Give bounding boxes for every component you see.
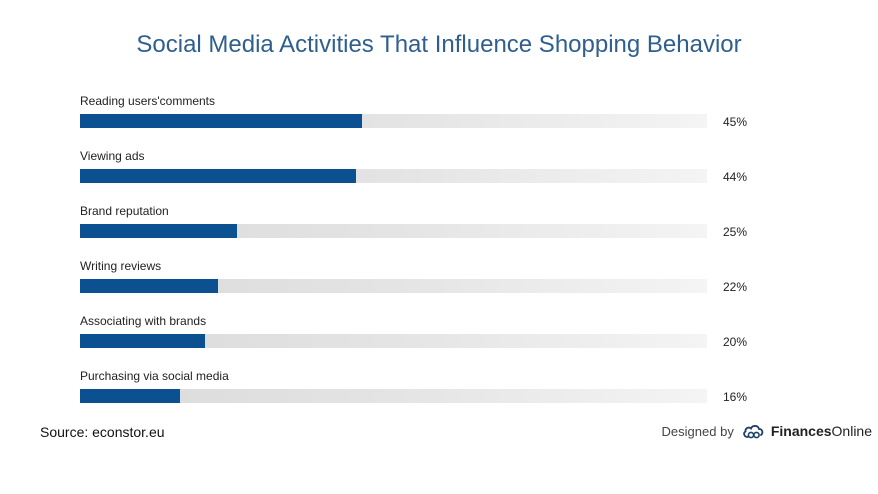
category-label: Writing reviews [80,259,162,273]
bar [80,334,206,348]
brand-rest: Online [831,423,872,439]
bar-row: Reading users'comments 45% [80,94,760,134]
brand-bold: Finances [770,423,832,439]
chart-title: Social Media Activities That Influence S… [136,31,742,58]
designed-by-credit: Designed by FinancesOnline [662,422,872,440]
bar-row: Associating with brands 20% [80,314,760,354]
category-label: Associating with brands [80,314,207,328]
value-label: 25% [723,225,748,239]
source-note: Source: econstor.eu [40,424,165,440]
bar-row: Viewing ads 44% [80,149,760,189]
bar-row: Purchasing via social media 16% [80,369,760,409]
value-label: 44% [723,170,748,184]
category-label: Viewing ads [80,149,145,163]
bar [80,389,181,403]
value-label: 45% [723,115,748,129]
bar [80,114,363,128]
category-label: Purchasing via social media [80,369,229,383]
bar-track [80,224,707,238]
bar-track [80,169,707,183]
financesonline-logo: FinancesOnline [771,423,872,439]
bar-row: Writing reviews 22% [80,259,760,299]
category-label: Reading users'comments [80,94,216,108]
value-label: 16% [723,390,748,404]
bar [80,279,218,293]
bar-track [80,279,707,293]
bar [80,224,237,238]
value-label: 20% [723,335,748,349]
bar-track [80,389,707,403]
designed-by-label: Designed by [661,423,734,439]
bar-row: Brand reputation 25% [80,204,760,244]
bar [80,169,356,183]
bar-track [80,114,707,128]
category-label: Brand reputation [80,204,169,218]
cloud-logo-icon [742,422,766,440]
value-label: 22% [723,280,748,294]
bar-track [80,334,707,348]
